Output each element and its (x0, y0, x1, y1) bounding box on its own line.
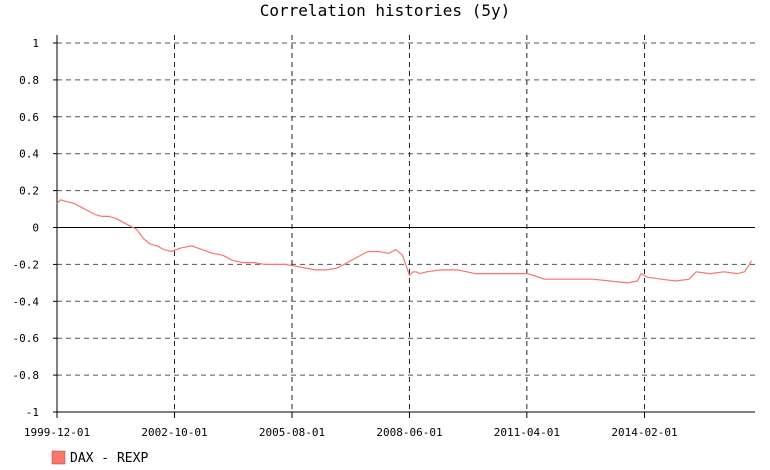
x-tick-label: 1999-12-01 (24, 426, 90, 439)
x-tick-label: 2011-04-01 (494, 426, 560, 439)
axis-layer: 1 0.8 0.6 0.4 0.2 0 -0.2 -0.4 -0.6 -0.8 -1 1999-12-… (13, 35, 755, 439)
y-tick-label: 0.8 (19, 74, 39, 87)
y-tick-label: 0 (32, 222, 39, 235)
y-tick-label: -0.2 (13, 258, 40, 271)
grid-layer (57, 35, 755, 413)
y-tick-label: -0.6 (13, 332, 40, 345)
y-tick-label: -0.4 (13, 295, 40, 308)
legend: DAX - REXP (51, 450, 148, 466)
x-tick-label: 2008-06-01 (376, 426, 442, 439)
legend-swatch (51, 450, 66, 465)
chart-title: Correlation histories (5y) (260, 1, 510, 20)
series-layer (56, 199, 753, 284)
x-tick-label: 2014-02-01 (611, 426, 677, 439)
y-tick-label: -1 (26, 406, 39, 419)
legend-label: DAX - REXP (70, 451, 148, 466)
x-tick-label: 2005-08-01 (259, 426, 325, 439)
y-tick-label: 0.2 (19, 185, 39, 198)
y-tick-label: 1 (32, 37, 39, 50)
series-line-dax-rexp (56, 199, 753, 284)
y-tick-label: -0.8 (13, 369, 40, 382)
y-tick-label: 0.6 (19, 111, 39, 124)
y-tick-label: 0.4 (19, 148, 39, 161)
x-tick-label: 2002-10-01 (141, 426, 207, 439)
